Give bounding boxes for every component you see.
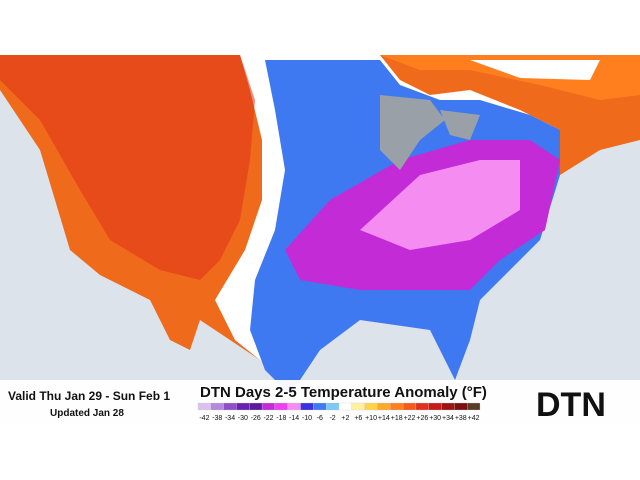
footer-panel [0, 380, 640, 425]
canada-white [470, 60, 600, 80]
legend-swatch [261, 402, 276, 411]
legend-label: +18 [391, 415, 403, 422]
legend-label: -38 [212, 415, 222, 422]
legend-swatch [402, 402, 417, 411]
legend-swatch [210, 402, 224, 411]
legend-swatch [390, 402, 404, 411]
legend-label: +42 [468, 415, 480, 422]
legend-swatch [454, 402, 468, 411]
legend-label: +2 [341, 415, 349, 422]
legend-swatch [415, 402, 429, 411]
legend-title: DTN Days 2-5 Temperature Anomaly (°F) [200, 384, 487, 401]
legend-label: +6 [354, 415, 362, 422]
legend-label: -2 [329, 415, 335, 422]
legend-label: +14 [378, 415, 390, 422]
legend-swatch [441, 402, 455, 411]
legend-label: +30 [429, 415, 441, 422]
legend-label: -6 [317, 415, 323, 422]
legend-swatch [338, 402, 352, 411]
legend-swatch [326, 402, 340, 411]
legend-label: -14 [289, 415, 299, 422]
legend-swatch [197, 402, 211, 411]
legend-label: +22 [404, 415, 416, 422]
legend-swatch [287, 402, 301, 411]
warm-zone [0, 55, 255, 280]
legend-swatch [351, 402, 365, 411]
legend-label: -42 [199, 415, 209, 422]
legend-swatch [236, 402, 250, 411]
peak-cold [360, 160, 520, 250]
legend-swatch [274, 402, 288, 411]
legend-label: +34 [442, 415, 454, 422]
legend-label: -10 [302, 415, 312, 422]
legend-label: -18 [276, 415, 286, 422]
legend-swatch [377, 402, 391, 411]
legend-swatch [223, 402, 237, 411]
legend-label: +38 [455, 415, 467, 422]
valid-text: Valid Thu Jan 29 - Sun Feb 1 [8, 389, 170, 403]
legend-swatch [428, 402, 442, 411]
legend-label: -30 [238, 415, 248, 422]
legend-label: -34 [225, 415, 235, 422]
legend-swatch [300, 402, 314, 411]
legend-swatch [467, 402, 481, 411]
legend: -42 -38 -34 -30 -26 -22 -18 -14 -10 -6 -2 +2 +6 +10 +1… [197, 402, 481, 422]
great-lakes [380, 95, 480, 170]
legend-swatch [249, 402, 263, 411]
legend-label: +26 [416, 415, 428, 422]
legend-swatch [313, 402, 327, 411]
legend-label: -22 [263, 415, 273, 422]
logo: DTN [536, 386, 606, 424]
updated-text: Updated Jan 28 [50, 408, 124, 419]
legend-label: -26 [251, 415, 261, 422]
legend-label: +10 [365, 415, 377, 422]
legend-swatch [364, 402, 378, 411]
map-body [0, 55, 640, 425]
